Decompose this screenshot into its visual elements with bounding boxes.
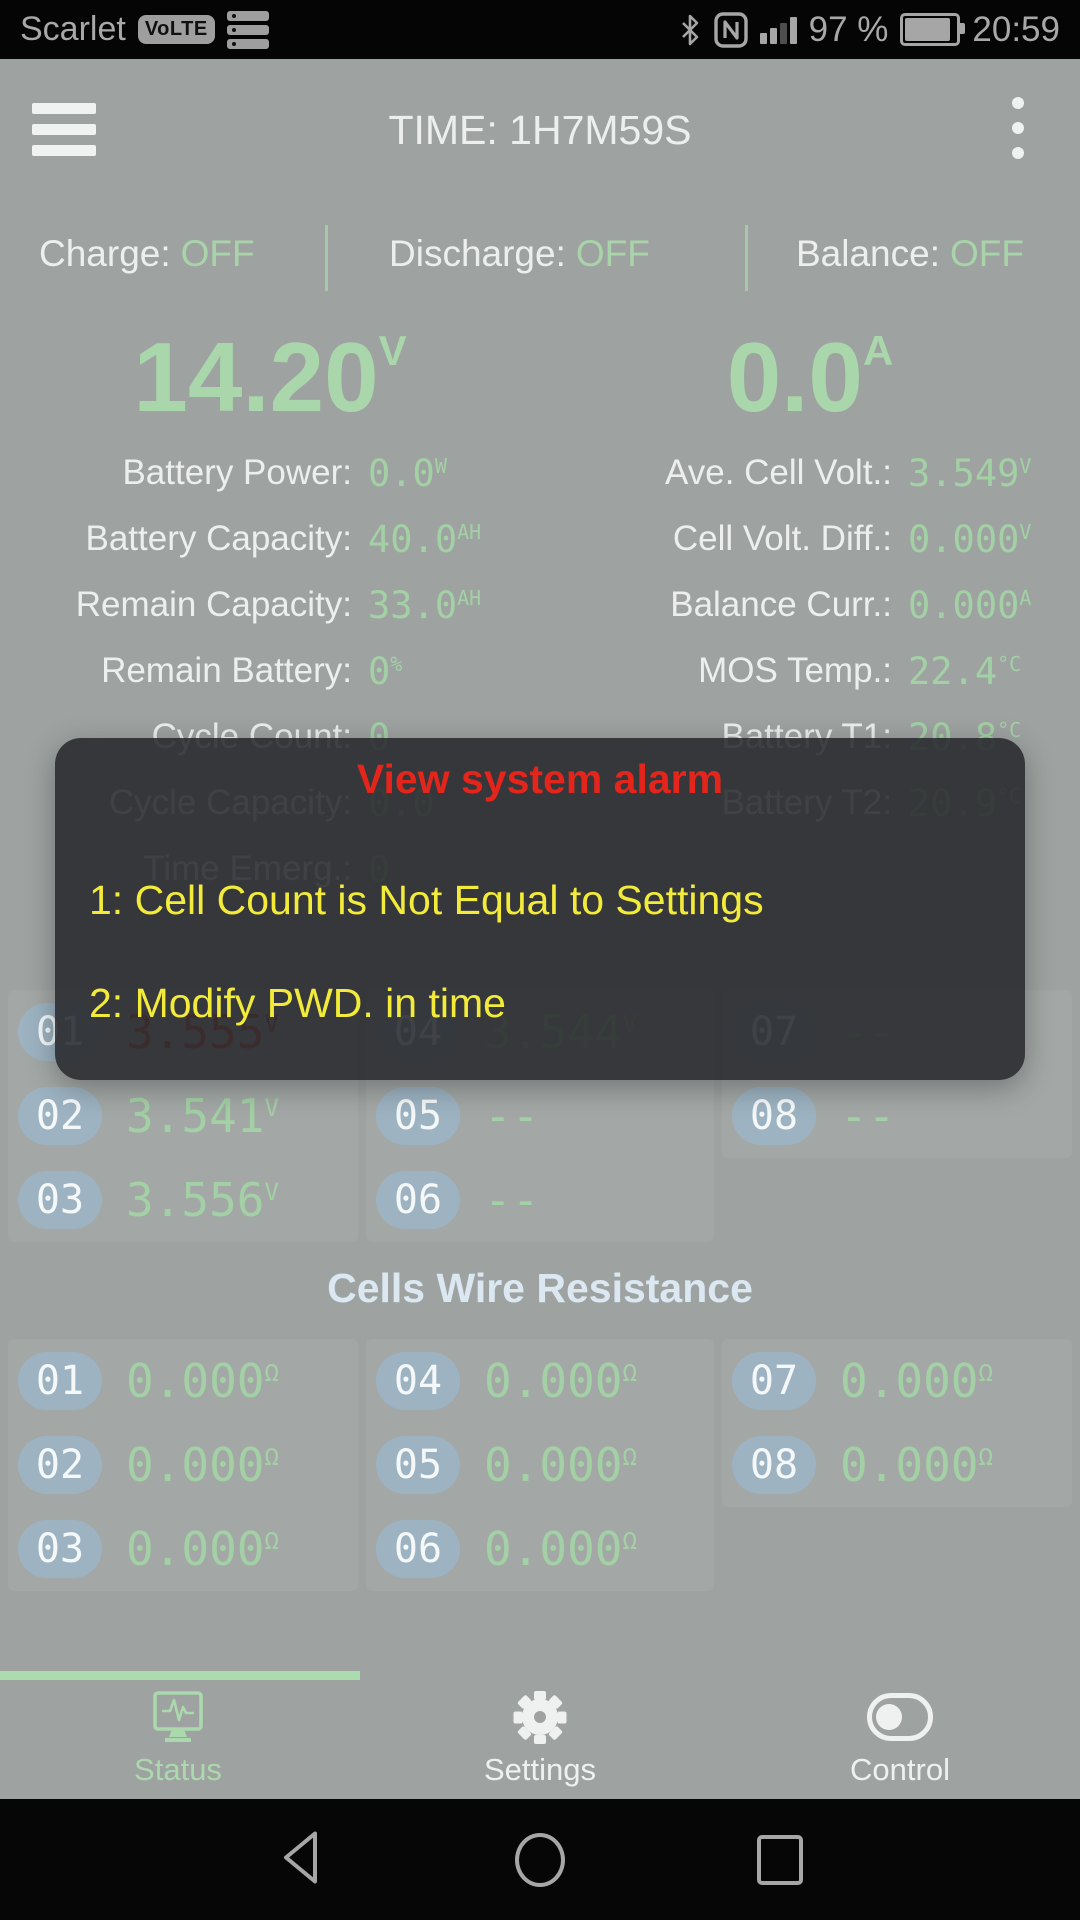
pack-current-gauge: 0.0A <box>726 322 894 432</box>
alarm-message: 2: Modify PWD. in time <box>89 980 506 1026</box>
bluetooth-icon <box>681 14 698 45</box>
home-button[interactable] <box>515 1832 565 1887</box>
cell-number-badge: 06 <box>376 1171 460 1229</box>
tab-status[interactable]: Status <box>68 1684 288 1788</box>
cell-voltage-row: 08 -- <box>722 1074 1072 1158</box>
resistance-row: 06 0.000Ω <box>366 1507 714 1591</box>
cell-number-badge: 01 <box>18 1352 102 1410</box>
divider <box>745 225 748 291</box>
stat-row: Balance Curr.: 0.000A <box>670 583 1032 627</box>
cell-number-badge: 03 <box>18 1171 102 1229</box>
gear-icon <box>430 1684 650 1750</box>
cell-number-badge: 02 <box>18 1087 102 1145</box>
overflow-menu-icon[interactable] <box>1012 97 1026 172</box>
app-bar: TIME: 1H7M59S <box>0 59 1080 177</box>
status-clock: 20:59 <box>972 9 1060 49</box>
cell-number-badge: 07 <box>732 1352 816 1410</box>
charge-status: Charge: OFF <box>39 233 255 274</box>
volte-badge-icon: VoLTE <box>137 15 215 44</box>
cell-voltage-row: 03 3.556V <box>8 1158 358 1242</box>
alarm-dialog-title: View system alarm <box>356 756 724 802</box>
cell-number-badge: 08 <box>732 1087 816 1145</box>
toggle-switch-icon <box>790 1684 1010 1750</box>
android-nav-bar <box>0 1799 1080 1920</box>
resistance-row: 01 0.000Ω <box>8 1339 358 1423</box>
stat-row: Cell Volt. Diff.: 0.000V <box>672 517 1032 561</box>
resistance-row: 07 0.000Ω <box>722 1339 1072 1423</box>
resistance-row: 02 0.000Ω <box>8 1423 358 1507</box>
switch-status-row: Charge: OFF Discharge: OFF Balance: OFF <box>0 225 1080 291</box>
tab-settings[interactable]: Settings <box>430 1684 650 1788</box>
signal-strength-icon <box>759 16 797 44</box>
recents-button[interactable] <box>757 1834 803 1885</box>
stat-row: Ave. Cell Volt.: 3.549V <box>665 451 1032 495</box>
cell-number-badge: 05 <box>376 1087 460 1145</box>
balance-status: Balance: OFF <box>796 233 1024 274</box>
nfc-icon <box>713 11 748 48</box>
resistance-column-1: 01 0.000Ω 02 0.000Ω 03 0.000Ω <box>8 1339 358 1591</box>
sim-toolkit-icon <box>226 10 269 49</box>
cell-number-badge: 02 <box>18 1436 102 1494</box>
alarm-message: 1: Cell Count is Not Equal to Settings <box>89 877 764 923</box>
resistance-column-2: 04 0.000Ω 05 0.000Ω 06 0.000Ω <box>366 1339 714 1591</box>
cell-voltage-row: 06 -- <box>366 1158 714 1242</box>
status-monitor-icon <box>68 1684 288 1750</box>
active-tab-indicator <box>0 1671 360 1680</box>
cell-number-badge: 06 <box>376 1520 460 1578</box>
back-button[interactable] <box>279 1828 321 1891</box>
stat-row: MOS Temp.: 22.4°C <box>698 649 1022 693</box>
system-alarm-dialog[interactable]: View system alarm 1: Cell Count is Not E… <box>55 738 1025 1080</box>
status-bar: Scarlet VoLTE 97 % 20:59 <box>0 0 1080 59</box>
menu-hamburger-icon[interactable] <box>32 103 96 166</box>
runtime-title: TIME: 1H7M59S <box>388 107 692 153</box>
cell-number-badge: 03 <box>18 1520 102 1578</box>
resistance-row: 08 0.000Ω <box>722 1423 1072 1507</box>
main-gauges: 14.20V 0.0A <box>0 302 1080 452</box>
stat-row: Battery Power: 0.0W <box>122 451 447 495</box>
cell-number-badge: 05 <box>376 1436 460 1494</box>
tab-control[interactable]: Control <box>790 1684 1010 1788</box>
divider <box>325 225 328 291</box>
stat-row: Remain Capacity: 33.0AH <box>75 583 482 627</box>
cell-voltage-row: 02 3.541V <box>8 1074 358 1158</box>
resistance-column-3: 07 0.000Ω 08 0.000Ω <box>722 1339 1072 1507</box>
battery-icon <box>900 13 966 46</box>
cell-number-badge: 04 <box>376 1352 460 1410</box>
cell-number-badge: 08 <box>732 1436 816 1494</box>
cell-voltage-row: 05 -- <box>366 1074 714 1158</box>
resistance-row: 05 0.000Ω <box>366 1423 714 1507</box>
pack-voltage-gauge: 14.20V <box>133 322 407 432</box>
wire-resistance-title: Cells Wire Resistance <box>327 1265 753 1311</box>
stat-row: Battery Capacity: 40.0AH <box>85 517 482 561</box>
resistance-row: 04 0.000Ω <box>366 1339 714 1423</box>
discharge-status: Discharge: OFF <box>389 233 650 274</box>
battery-percent: 97 % <box>808 9 889 49</box>
resistance-row: 03 0.000Ω <box>8 1507 358 1591</box>
carrier-name: Scarlet <box>20 10 126 48</box>
stat-row: Remain Battery: 0% <box>101 649 403 693</box>
